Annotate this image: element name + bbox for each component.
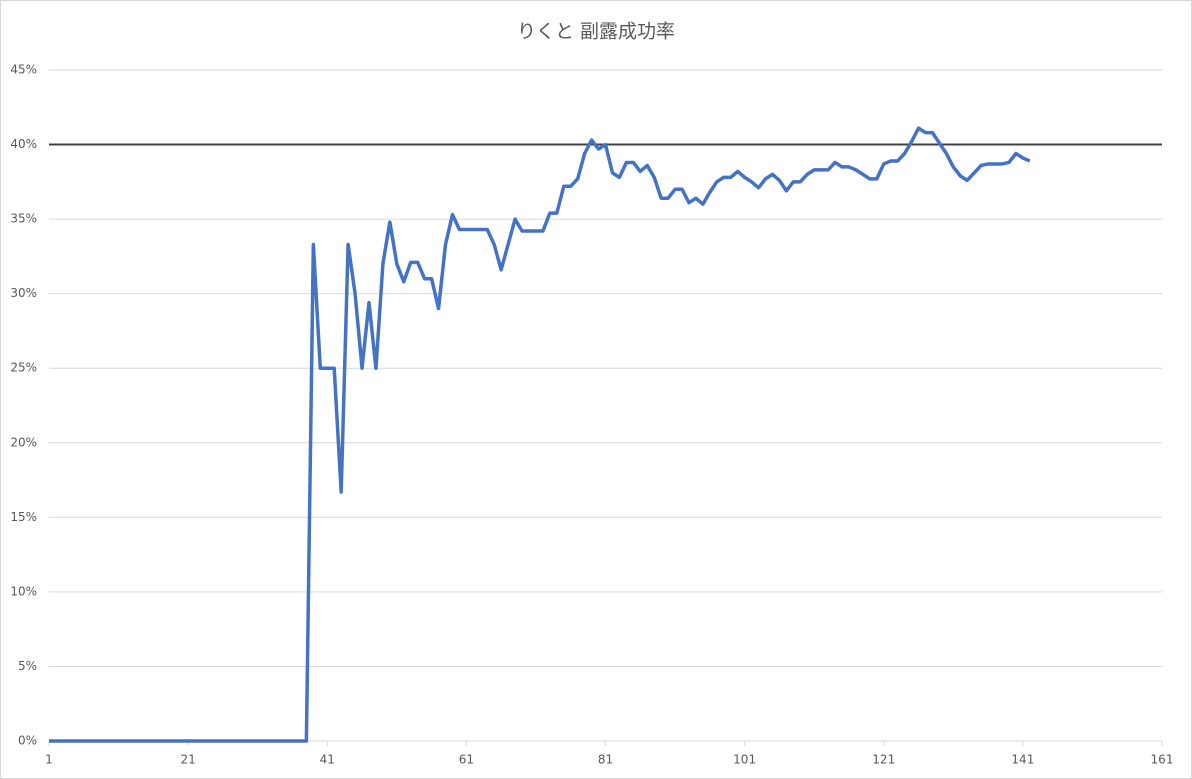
y-tick-label: 40%	[10, 137, 37, 151]
chart-title: りくと 副露成功率	[517, 21, 675, 43]
x-tick-label: 41	[320, 753, 335, 767]
y-tick-label: 5%	[18, 659, 37, 673]
x-tick-label: 141	[1011, 753, 1034, 767]
y-tick-label: 20%	[10, 435, 37, 449]
x-tick-label: 81	[598, 753, 613, 767]
y-tick-label: 45%	[10, 63, 37, 77]
x-tick-label: 61	[459, 753, 474, 767]
y-tick-label: 25%	[10, 361, 37, 375]
series-line	[49, 126, 1031, 743]
x-tick-label: 1	[45, 753, 53, 767]
x-tick-label: 101	[733, 753, 756, 767]
x-tick-label: 121	[872, 753, 895, 767]
y-tick-label: 0%	[18, 734, 37, 748]
y-tick-label: 30%	[10, 286, 37, 300]
x-tick-label: 161	[1151, 753, 1174, 767]
y-tick-label: 15%	[10, 510, 37, 524]
y-tick-label: 10%	[10, 584, 37, 598]
y-tick-label: 35%	[10, 212, 37, 226]
x-tick-label: 21	[180, 753, 195, 767]
